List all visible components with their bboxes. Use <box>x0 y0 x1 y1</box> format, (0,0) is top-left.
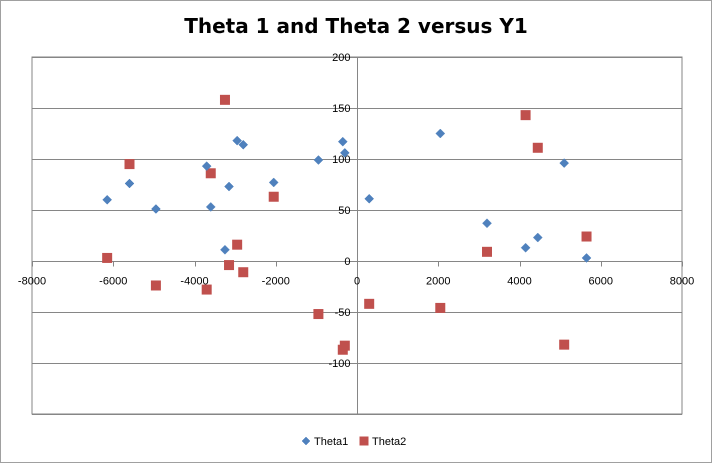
theta2-point <box>205 168 216 179</box>
theta2-point <box>581 231 592 242</box>
theta2-point <box>201 284 212 295</box>
theta1-point <box>339 148 350 158</box>
theta2-point <box>150 280 161 291</box>
legend: Theta1 Theta2 <box>301 436 406 448</box>
theta1-point <box>238 139 249 150</box>
tick-labels: -8000 -6000 -4000 -2000 0 2000 4000 6000 8000-10… <box>18 52 694 370</box>
chart-title: Theta 1 and Theta 2 versus Y1 <box>184 14 528 38</box>
theta1-point <box>313 155 324 165</box>
theta2-point <box>124 159 135 170</box>
theta2-point <box>268 191 279 202</box>
y-tick-label: 200 <box>332 52 350 64</box>
theta1-point <box>482 218 492 229</box>
x-tick-label: 4000 <box>507 276 531 288</box>
theta2-point <box>238 267 249 278</box>
x-tick-label: 2000 <box>426 276 450 288</box>
y-tick-label: 0 <box>344 256 350 268</box>
theta2-point <box>520 110 531 121</box>
theta1-point <box>364 193 375 204</box>
y-tick-label: 150 <box>332 103 350 115</box>
theta1-point <box>232 135 243 146</box>
theta1-point <box>205 202 216 212</box>
theta2-point <box>313 309 324 320</box>
theta2-point <box>532 142 543 153</box>
theta2-point <box>102 252 113 263</box>
theta1-point <box>124 178 135 189</box>
theta2-point <box>339 340 350 351</box>
theta1-point <box>102 194 113 205</box>
theta2-point <box>232 239 243 250</box>
x-tick-label: 0 <box>354 276 360 288</box>
theta1-point <box>520 242 531 253</box>
theta1-point <box>220 244 230 255</box>
legend-theta1-label: Theta1 <box>314 436 348 448</box>
theta1-point <box>151 204 161 214</box>
y-tick-label: 50 <box>338 205 350 217</box>
theta1-point <box>337 136 348 147</box>
theta1-point <box>559 158 570 168</box>
theta2-point <box>224 260 235 271</box>
legend-theta1-marker <box>301 436 311 446</box>
legend-theta2-marker <box>359 436 369 446</box>
data-points <box>102 94 592 355</box>
x-tick-label: -6000 <box>99 276 127 288</box>
theta2-point <box>482 246 492 257</box>
theta1-point <box>532 232 543 243</box>
x-tick-label: -4000 <box>180 276 208 288</box>
theta1-point <box>201 161 212 171</box>
theta2-point <box>559 339 570 350</box>
axes <box>32 57 683 415</box>
x-tick-label: -8000 <box>18 276 46 288</box>
theta1-point <box>268 177 279 188</box>
y-tick-label: -50 <box>335 307 351 319</box>
legend-theta2-label: Theta2 <box>372 436 406 448</box>
theta2-point <box>219 94 230 105</box>
theta1-point <box>224 181 234 192</box>
x-tick-label: -2000 <box>262 276 290 288</box>
theta1-point <box>581 253 592 263</box>
theta2-point <box>435 302 446 313</box>
theta1-point <box>435 128 446 139</box>
x-tick-label: 8000 <box>670 276 694 288</box>
y-tick-label: 100 <box>332 154 350 166</box>
x-tick-label: 6000 <box>589 276 613 288</box>
y-tick-label: -100 <box>328 358 350 370</box>
theta2-point <box>364 298 375 309</box>
